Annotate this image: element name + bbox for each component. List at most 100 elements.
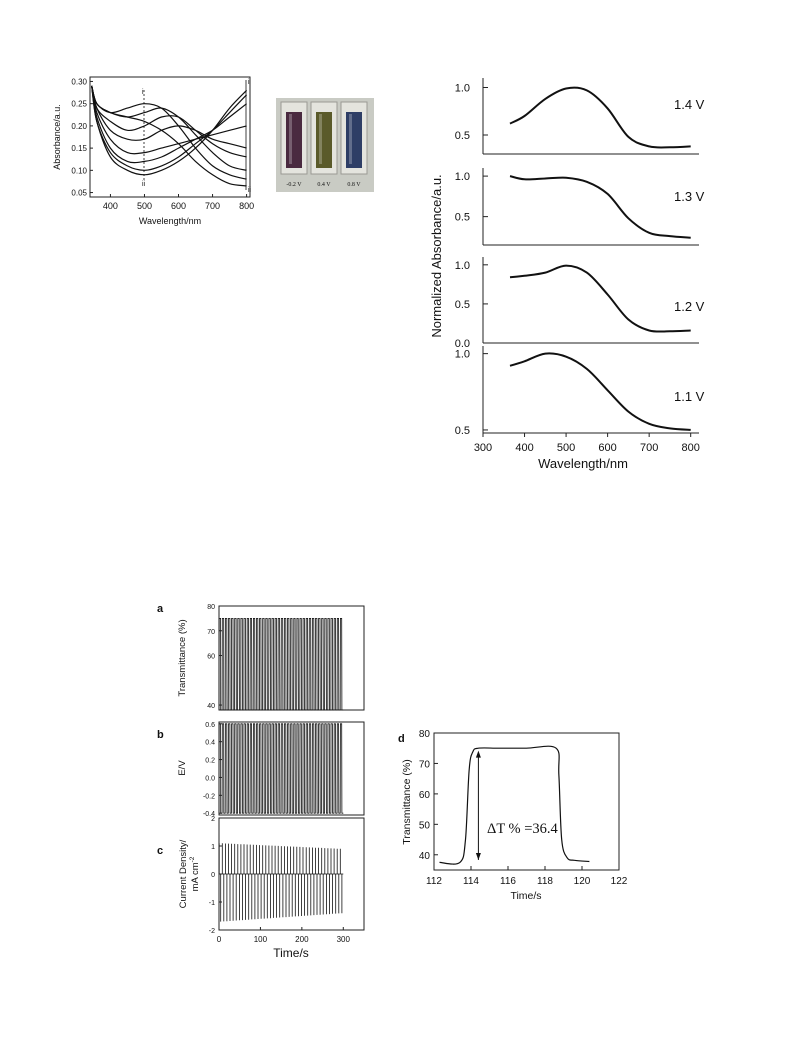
normalized-x-tick-label: 700 [640,442,658,454]
single-step-y-tick-label: 40 [419,851,431,862]
delta-t-annotation: ΔT % =36.4 [487,821,559,837]
potential-cycles-y-tick-label: 0.6 [205,722,215,729]
transmittance-cycles-y-tick-label: 40 [207,703,215,710]
cuvette-label: -0.2 V [286,182,302,188]
spectra-y-tick-label: 0.05 [71,189,87,198]
spectra-y-tick-label: 0.10 [71,166,87,175]
panel-label-d: d [398,733,405,745]
spectra-x-tick-label: 700 [205,201,220,211]
current-cycles-y-axis-unit: mA cm-2 [189,856,201,891]
spectra-series-5 [91,85,247,149]
potential-cycles-y-tick-label: 0.2 [205,758,215,765]
single-step-x-tick-label: 116 [500,876,516,887]
single-step-frame [433,732,620,871]
spectra-y-tick-label: 0.15 [71,144,87,153]
cuvette-label: 0.4 V [317,182,331,188]
current-cycles-y-tick-label: 0 [211,872,215,879]
transmittance-cycles-y-axis-label: Transmittance (%) [177,619,188,696]
single-step-x-tick-label: 122 [611,876,628,887]
current-cycles-y-tick-label: 1 [211,844,215,851]
current-cycles-chart: -2 -1 0 1 2 0 100 200 300 c Current Density/ mA … [157,816,365,960]
spectra-y-axis-label: Absorbance/a.u. [52,104,62,170]
single-step-x-tick-label: 120 [574,876,591,887]
cuvette-3: 0.8 V [340,101,368,188]
normalized-absorbance-chart: 0.5 1.0 1.4 V 0.5 1.0 1.3 V 0.0 0.5 1.0 1.2 V 0.5 1… [429,78,705,471]
spectra-chart: 400 500 600 700 8000.050.100.150.200.250.30 … [52,76,254,226]
normalized-series-1 [509,86,691,149]
spectra-x-tick-label: 500 [137,201,152,211]
normalized-panel-2: 0.5 1.0 1.3 V [455,168,705,246]
panel-y-tick-label: 1.0 [455,171,470,183]
normalized-x-tick-label: 600 [598,442,616,454]
panel-y-tick-label: 0.5 [455,425,470,437]
cuvette-photo: -0.2 V 0.4 V 0.8 V [276,98,374,192]
spectra-x-tick-label: 800 [239,201,254,211]
current-cycles-series [218,843,343,922]
normalized-series-4 [509,352,691,431]
delta-t-arrow-head-down [475,852,481,860]
spectra-series-4 [91,85,247,158]
normalized-series-3 [509,264,691,333]
spectra-series-7 [91,85,247,164]
current-cycles-y-tick-label: 2 [211,816,215,823]
potential-cycles-series [218,723,344,814]
current-cycles-x-tick-label: 0 [217,935,222,944]
panel-voltage-label: 1.4 V [674,97,705,112]
cuvette-highlight [289,114,292,164]
cuvette-label: 0.8 V [347,182,361,188]
single-step-y-tick-label: 80 [419,729,431,740]
current-cycles-x-tick-label: 200 [295,935,309,944]
panel-y-tick-label: 1.0 [455,83,470,95]
normalized-panel-1: 0.5 1.0 1.4 V [455,78,705,155]
spectra-marker-end-label-right: ii [248,187,252,194]
cuvette-1: -0.2 V [280,101,308,188]
spectra-series-9 [91,85,248,176]
spectra-series-6 [91,85,247,155]
panel-y-tick-label: 1.0 [455,260,470,272]
single-step-x-tick-label: 112 [426,876,442,887]
spectra-y-tick-label: 0.30 [71,77,87,86]
potential-cycles-y-tick-label: -0.2 [203,793,215,800]
spectra-series-1 [91,85,247,187]
single-step-y-tick-label: 60 [419,790,431,801]
transmittance-cycles-chart: 40 60 70 80 a Transmittance (%) [157,603,365,711]
single-step-x-tick-label: 114 [463,876,479,887]
transmittance-cycles-y-tick-label: 70 [207,629,215,636]
normalized-panel-4: 0.5 1.0 1.1 V [455,346,705,437]
panel-label-c: c [157,845,163,857]
current-cycles-y-tick-label: -2 [209,928,215,935]
normalized-x-tick-label: 500 [557,442,575,454]
cuvette-solution [286,112,302,168]
potential-cycles-y-tick-label: -0.4 [203,811,215,818]
potential-cycles-y-tick-label: 0.4 [205,740,215,747]
delta-t-arrow-head-up [475,750,481,758]
spectra-x-tick-label: 400 [103,201,118,211]
panel-label-a: a [157,603,164,615]
cuvette-2: 0.4 V [310,101,338,188]
transmittance-cycles-series [218,618,344,711]
normalized-x-tick-label: 800 [682,442,700,454]
spectra-x-axis-label: Wavelength/nm [139,216,201,226]
current-cycles-y-tick-label: -1 [209,900,215,907]
potential-cycles-y-tick-label: 0.0 [205,775,215,782]
single-step-y-tick-label: 50 [419,820,431,831]
spectra-marker-start-label: i [142,89,144,96]
normalized-y-axis-label: Normalized Absorbance/a.u. [429,174,444,337]
single-step-series [439,745,590,865]
spectra-marker-end-label: ii [142,181,146,188]
normalized-panel-3: 0.0 0.5 1.0 1.2 V [455,257,705,350]
panel-y-tick-label: 1.0 [455,349,470,361]
panel-y-tick-label: 0.5 [455,212,470,224]
spectra-series-3 [91,85,247,171]
spectra-series-8 [91,85,248,171]
normalized-x-tick-label: 400 [515,442,533,454]
single-step-x-tick-label: 118 [537,876,553,887]
single-step-y-axis-label: Transmittance (%) [401,759,413,844]
spectra-y-tick-label: 0.25 [71,100,87,109]
cuvette-highlight [319,114,322,164]
delta-t-arrow [475,750,481,860]
cuvette-solution [346,112,362,168]
panel-y-tick-label: 0.0 [455,338,470,350]
single-step-x-axis-label: Time/s [510,890,541,902]
